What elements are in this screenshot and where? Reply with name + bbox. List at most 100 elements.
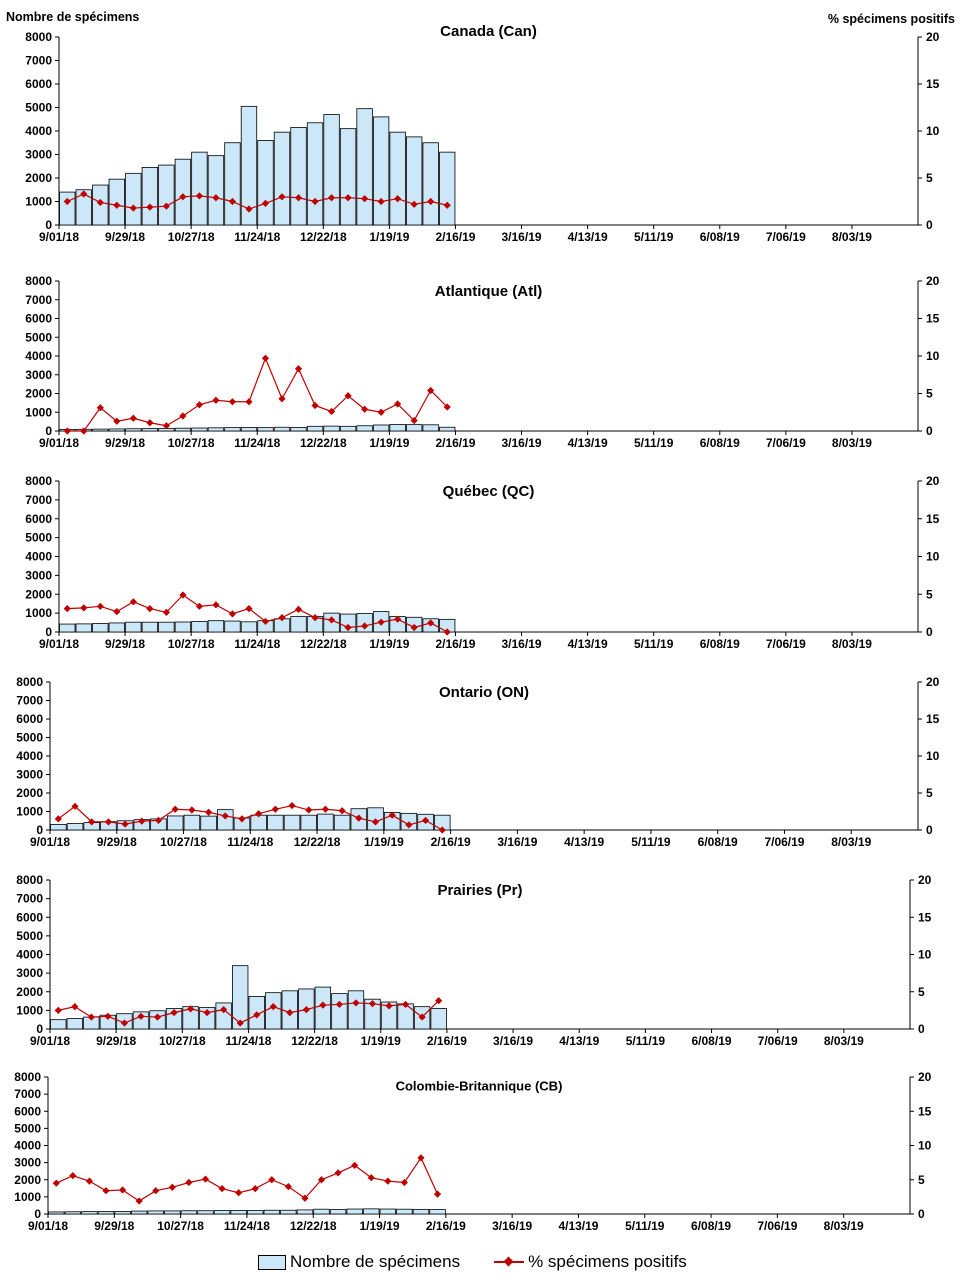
bar [306,425,324,432]
x-tick-label: 1/19/19 [369,436,409,450]
x-tick-label: 4/13/19 [558,1219,598,1233]
right-tick-label: 15 [918,1104,932,1118]
bar [230,1210,247,1215]
data-point [221,812,229,820]
data-point [80,190,88,198]
bar [329,1209,347,1215]
x-tick-label: 12/22/18 [294,835,341,849]
data-point [135,1197,143,1205]
x-tick-label: 6/08/19 [691,1219,731,1233]
x-tick-label: 9/29/18 [96,1034,136,1048]
bar [200,815,217,831]
bar [64,1211,82,1215]
chart-title: Atlantique (Atl) [435,283,542,300]
data-point [113,608,121,616]
right-tick-label: 15 [926,512,940,526]
chart-panel: Atlantique (Atl) 0 1000 2000 3000 4000 5000 600… [25,274,939,450]
bar [66,1018,83,1030]
data-point [228,398,237,406]
chart-title: Québec (QC) [443,483,535,500]
left-tick-label: 5000 [16,929,43,943]
data-point [253,1011,261,1019]
bar [347,990,365,1030]
x-tick-label: 11/24/18 [227,835,273,849]
bar [363,1208,380,1215]
left-tick-label: 0 [45,218,52,232]
bar [372,116,390,226]
bar [50,1019,67,1030]
left-tick-label: 5000 [25,101,52,115]
bar [346,1208,363,1215]
right-tick-label: 5 [918,1173,925,1187]
bar [406,424,423,432]
data-point [261,199,270,207]
bar [257,139,274,226]
left-tick-label: 8000 [16,675,43,689]
data-point [228,197,237,206]
data-point [129,414,137,422]
data-point [80,427,88,435]
left-tick-label: 7000 [14,1087,41,1101]
bar [174,427,192,432]
left-tick-label: 3000 [25,568,52,582]
right-tick-label: 10 [926,749,940,763]
bar [191,621,208,633]
bar [422,142,439,226]
bar [300,814,317,831]
x-tick-label: 2/16/19 [426,1219,466,1233]
data-point [195,401,204,409]
left-tick-label: 5000 [16,731,43,745]
left-tick-label: 5000 [14,1121,41,1135]
bar [422,424,439,432]
bar [389,424,406,432]
data-point [344,194,352,202]
data-point [168,1183,176,1191]
right-tick-label: 20 [926,30,940,44]
left-tick-label: 8000 [25,30,52,44]
x-tick-label: 1/19/19 [364,835,404,849]
bar [429,1209,446,1215]
data-point [269,1003,277,1011]
x-tick-label: 10/27/18 [157,1219,204,1233]
x-tick-label: 9/01/18 [39,436,79,450]
bar [250,814,267,831]
bar [240,427,258,432]
data-point [96,198,104,207]
data-point [85,1177,94,1185]
x-tick-label: 12/22/18 [300,637,347,651]
data-point [443,403,451,411]
bar [356,108,373,226]
data-point [104,1012,112,1020]
bar [389,131,406,226]
x-tick-label: 3/16/19 [497,835,537,849]
data-point [367,1174,375,1182]
right-axis-title: % spécimens positifs [827,12,955,26]
data-point [203,1009,211,1017]
data-point [195,192,204,200]
x-tick-label: 4/13/19 [568,637,608,651]
right-tick-label: 0 [926,625,933,639]
x-tick-label: 9/01/18 [28,1219,68,1233]
left-tick-label: 3000 [16,768,43,782]
right-tick-label: 5 [926,171,933,185]
data-point [335,1000,344,1009]
left-tick-label: 2000 [14,1173,41,1187]
x-tick-label: 7/06/19 [766,436,806,450]
bar [379,1208,397,1215]
x-tick-label: 4/13/19 [559,1034,599,1048]
data-point [162,608,170,616]
bar [158,164,175,226]
left-tick-label: 4000 [16,749,43,763]
data-point [212,194,220,202]
right-tick-label: 20 [918,873,932,887]
data-point [418,1013,426,1021]
data-point [438,826,446,834]
data-point [153,1013,162,1021]
data-point [410,200,418,208]
bar [108,428,125,432]
left-tick-label: 6000 [25,512,52,526]
chart-panel: Ontario (ON) 0 1000 2000 3000 4000 5000 6000 700… [16,675,939,849]
chart-panel: Prairies (Pr) 0 1000 2000 3000 4000 5000 6000 70… [16,873,931,1048]
data-point [52,1179,60,1187]
